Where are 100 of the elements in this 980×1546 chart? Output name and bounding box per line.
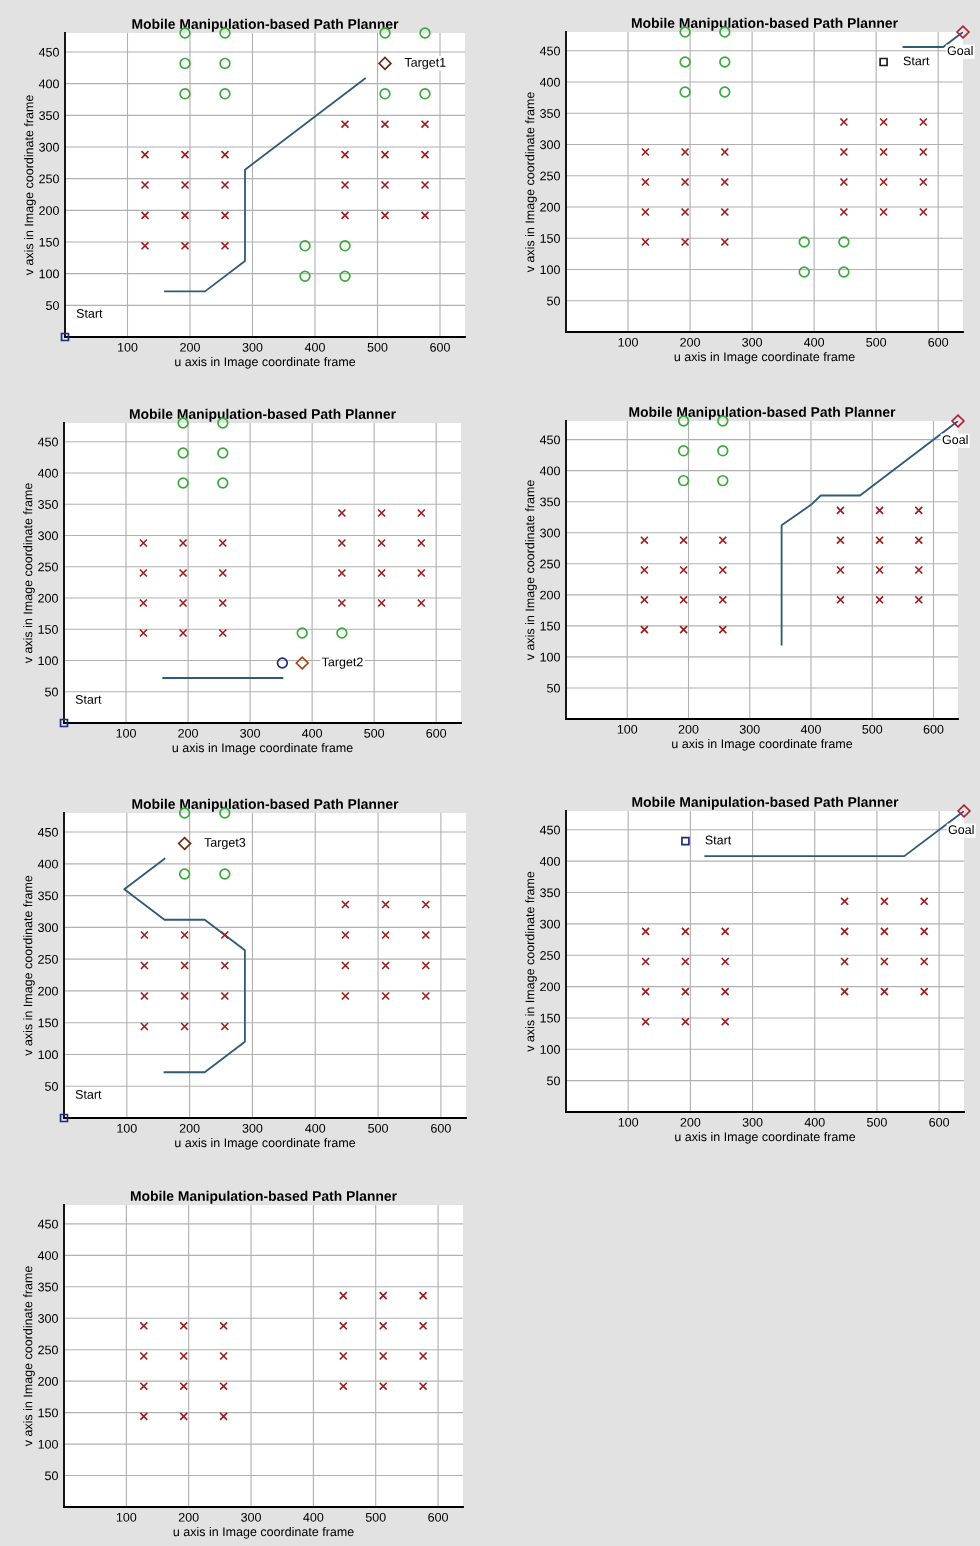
y-tick-label: 250 — [38, 1345, 58, 1355]
x-tick-label: 300 — [242, 342, 263, 352]
point — [840, 896, 849, 906]
point — [180, 991, 189, 1001]
point — [139, 568, 148, 578]
point — [140, 961, 149, 970]
point — [381, 900, 390, 909]
point — [919, 896, 929, 906]
y-tick-label: 200 — [38, 986, 58, 996]
point — [677, 474, 690, 487]
point — [139, 538, 148, 548]
x-tick-label: 200 — [179, 1123, 200, 1133]
x-tick-label: 500 — [365, 1512, 386, 1522]
point — [875, 506, 884, 515]
point — [139, 1412, 149, 1421]
point — [720, 927, 730, 936]
y-tick-label: 350 — [38, 1282, 58, 1292]
point — [180, 150, 190, 159]
point — [919, 987, 929, 996]
point — [416, 508, 426, 518]
chart-title: Mobile Manipulation-based Path Planner — [129, 408, 396, 422]
point — [381, 991, 390, 1001]
chart-title: Mobile Manipulation-based Path Planner — [632, 796, 899, 810]
y-tick-label: 250 — [38, 562, 58, 572]
point — [839, 147, 849, 157]
point — [840, 987, 849, 996]
point — [718, 595, 728, 605]
x-tick-label: 500 — [364, 728, 385, 738]
x-tick-label: 200 — [680, 1117, 701, 1127]
point — [380, 211, 390, 220]
y-tick-label: 350 — [38, 500, 58, 509]
y-tick-label: 350 — [540, 109, 560, 118]
point — [219, 868, 231, 880]
point — [680, 207, 690, 217]
x-tick-label: 100 — [116, 728, 136, 738]
y-tick-label: 250 — [540, 559, 560, 569]
annotation: Target1 — [404, 58, 446, 70]
x-axis-title: u axis in Image coordinate frame — [172, 742, 353, 755]
y-tick-label: 50 — [46, 301, 59, 310]
point — [798, 236, 810, 248]
x-tick-label: 600 — [430, 342, 450, 352]
point — [798, 266, 810, 278]
y-tick-label: 150 — [540, 621, 560, 631]
y-tick-label: 300 — [38, 923, 58, 933]
point — [839, 177, 849, 187]
point — [914, 506, 924, 515]
point — [879, 147, 888, 157]
point — [340, 180, 350, 190]
point — [179, 57, 191, 70]
point — [179, 1412, 189, 1421]
point — [220, 211, 230, 220]
y-axis-title: v axis in Image coordinate frame — [23, 1266, 35, 1447]
point — [219, 88, 231, 100]
point — [418, 1381, 428, 1391]
point — [139, 1381, 149, 1391]
y-tick-label: 200 — [39, 206, 59, 215]
point — [718, 625, 728, 634]
point — [179, 1351, 189, 1361]
point — [140, 180, 150, 190]
chart-title: Mobile Manipulation-based Path Planner — [629, 406, 896, 420]
x-tick-label: 500 — [866, 337, 887, 347]
point — [418, 1351, 428, 1361]
point — [421, 961, 431, 970]
annotation: Goal — [948, 824, 974, 835]
point — [914, 535, 924, 545]
x-tick-label: 600 — [929, 1117, 950, 1127]
annotation: Start — [903, 56, 930, 66]
point — [420, 180, 430, 190]
point — [718, 565, 728, 575]
point — [681, 836, 690, 846]
point — [295, 656, 309, 670]
y-axis-title: v axis in Image coordinate frame — [24, 95, 36, 276]
y-tick-label: 200 — [38, 1376, 58, 1386]
y-tick-label: 150 — [38, 1018, 58, 1028]
point — [140, 241, 150, 251]
y-axis-title: v axis in Image coordinate frame — [23, 875, 35, 1056]
y-tick-label: 250 — [540, 951, 560, 960]
point — [641, 177, 650, 187]
point — [677, 445, 690, 457]
y-tick-label: 150 — [38, 625, 58, 634]
point — [180, 961, 189, 970]
point — [379, 88, 391, 100]
point — [139, 1351, 149, 1361]
point — [341, 961, 350, 970]
point — [836, 595, 845, 605]
point — [641, 957, 650, 966]
point — [679, 56, 691, 68]
point — [220, 241, 230, 251]
point — [219, 57, 231, 70]
point — [421, 900, 431, 909]
point — [880, 927, 889, 936]
point — [416, 598, 426, 608]
x-axis-title: u axis in Image coordinate frame — [175, 356, 356, 369]
point — [418, 1321, 428, 1331]
point — [719, 86, 731, 98]
point — [836, 506, 845, 515]
point — [720, 147, 730, 157]
point — [337, 508, 347, 518]
y-tick-label: 300 — [540, 528, 560, 538]
point — [420, 119, 430, 129]
